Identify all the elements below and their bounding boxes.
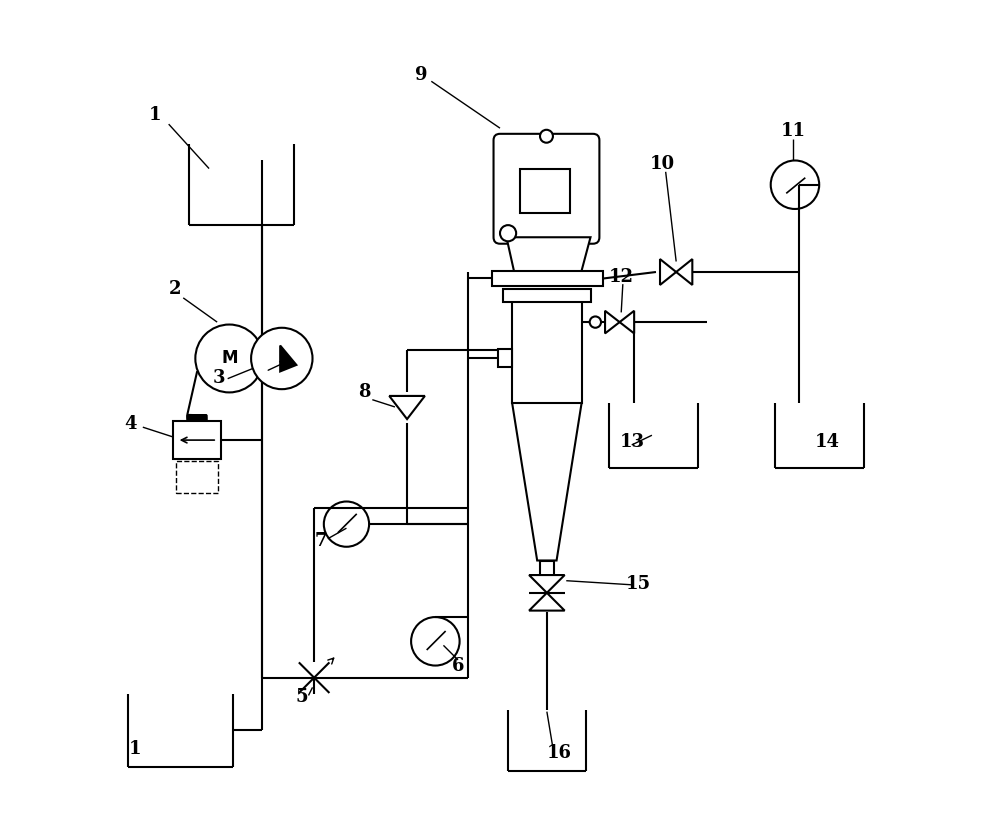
Bar	[176, 461, 218, 493]
Polygon shape	[506, 238, 591, 274]
Polygon shape	[389, 396, 425, 419]
Text: 4: 4	[124, 415, 137, 432]
Polygon shape	[512, 403, 582, 561]
Bar	[512, 298, 582, 403]
Text: 12: 12	[609, 268, 634, 286]
Text: 8: 8	[359, 383, 371, 401]
Text: 7: 7	[314, 532, 327, 550]
Text: 16: 16	[547, 745, 572, 763]
Polygon shape	[529, 575, 565, 593]
Circle shape	[540, 130, 553, 143]
Polygon shape	[529, 593, 565, 611]
Bar	[173, 421, 221, 459]
Bar	[492, 271, 603, 286]
Circle shape	[195, 325, 263, 392]
Text: 13: 13	[620, 433, 645, 451]
Text: 9: 9	[415, 66, 428, 84]
Polygon shape	[620, 311, 634, 334]
Text: 11: 11	[781, 122, 806, 141]
Bar	[503, 289, 591, 302]
Text: 2: 2	[169, 279, 181, 298]
Bar	[498, 349, 512, 367]
Text: M: M	[221, 349, 238, 367]
FancyBboxPatch shape	[494, 134, 599, 243]
Text: 1: 1	[128, 741, 141, 759]
Circle shape	[411, 617, 460, 666]
Circle shape	[251, 328, 313, 389]
Text: 14: 14	[815, 433, 840, 451]
Text: 6: 6	[452, 658, 464, 675]
Text: 3: 3	[213, 369, 226, 386]
Circle shape	[324, 501, 369, 547]
Polygon shape	[676, 259, 692, 285]
Polygon shape	[660, 259, 676, 285]
Text: 5: 5	[296, 688, 308, 706]
Text: 15: 15	[625, 575, 650, 593]
Text: 10: 10	[650, 155, 675, 173]
Polygon shape	[280, 345, 296, 372]
Bar	[520, 169, 570, 213]
Circle shape	[771, 160, 819, 209]
Bar	[540, 561, 554, 579]
Circle shape	[590, 316, 601, 328]
Text: 1: 1	[148, 106, 161, 124]
Polygon shape	[605, 311, 620, 334]
Circle shape	[500, 225, 516, 242]
